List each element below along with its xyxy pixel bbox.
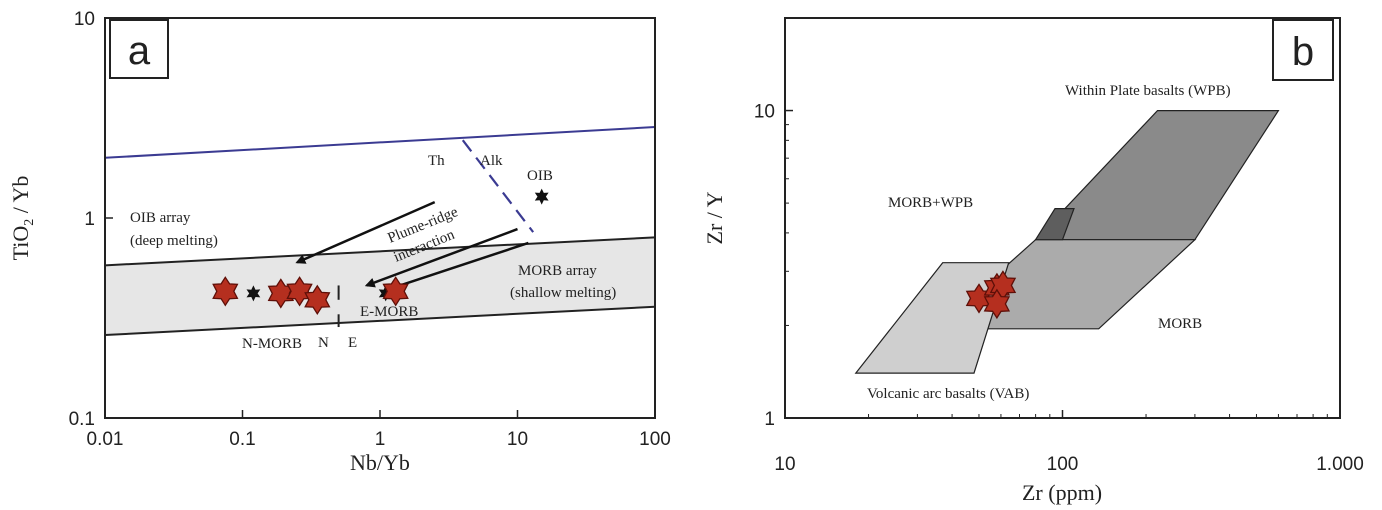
mantle-array-lower-line [105,305,655,337]
sample-point-b-4 [983,288,1011,320]
label-alk: Alk [480,153,503,169]
y-tick-label-a-0: 0.1 [69,409,95,430]
label-th: Th [428,153,445,169]
y-tick-label-a-2: 10 [74,9,95,30]
x-tick-label-a-1: 0.1 [229,429,255,450]
arrow-2 [364,227,518,288]
th-alk-divider [461,139,535,233]
field-label-morb-wpb: MORB+WPB [888,195,973,211]
x-tick-label-a-0: 0.01 [87,429,124,450]
label-oib-array: OIB array [130,210,191,226]
x-tick-label-b-2: 1.000 [1316,454,1364,475]
x-tick-label-b-1: 100 [1047,454,1079,475]
label-oib: OIB [527,168,553,184]
field-label-wpb: Within Plate basalts (WPB) [1065,83,1231,99]
label-oib-array-sub: (deep melting) [130,233,218,249]
sample-point-a-5 [382,276,409,307]
field-wpb [1034,109,1280,241]
y-tick-label-b-0: 1 [764,409,775,430]
mantle-array-upper-line [105,236,655,267]
panel-label-box-a [109,19,169,79]
reference-point-n-morb [246,285,261,302]
panel-label-b: b [1292,30,1314,74]
mantle-array-band [105,237,655,336]
chart-b: 10 100 1.000 1 10 Within Plate basalts (WPB)… [702,17,1364,505]
label-n-morb: N-MORB [242,336,302,352]
label-morb-array: MORB array [518,263,597,279]
y-tick-label-a-1: 1 [84,209,95,230]
field-label-morb: MORB [1158,316,1202,332]
field-label-vab: Volcanic arc basalts (VAB) [867,386,1029,402]
label-n: N [318,335,329,351]
sample-point-a-1 [212,276,239,307]
sample-point-a-3 [286,276,313,307]
arrow-1 [295,201,436,264]
field-vab [854,262,1010,374]
x-tick-label-a-4: 100 [639,429,671,450]
x-axis-label-a: Nb/Yb [350,450,410,475]
label-e-morb: E-MORB [360,304,418,320]
y-axis-label-a: TiO2 / Yb [8,176,37,261]
label-morb-array-sub: (shallow melting) [510,285,616,301]
x-tick-label-b-0: 10 [774,454,795,475]
x-tick-label-a-3: 10 [507,429,528,450]
reference-point-oib [534,188,549,205]
x-axis-label-b: Zr (ppm) [1022,480,1102,505]
arrow-3 [386,241,529,292]
x-tick-label-a-2: 1 [375,429,386,450]
field-overlap [1034,208,1075,241]
y-tick-label-b-1: 10 [754,102,775,123]
sample-point-a-4 [304,284,331,316]
panel-label-a: a [128,29,151,73]
label-e: E [348,335,357,351]
boundary-line [105,126,655,159]
panel-label-box-b [1272,19,1334,81]
y-axis-label-b: Zr / Y [702,191,727,244]
